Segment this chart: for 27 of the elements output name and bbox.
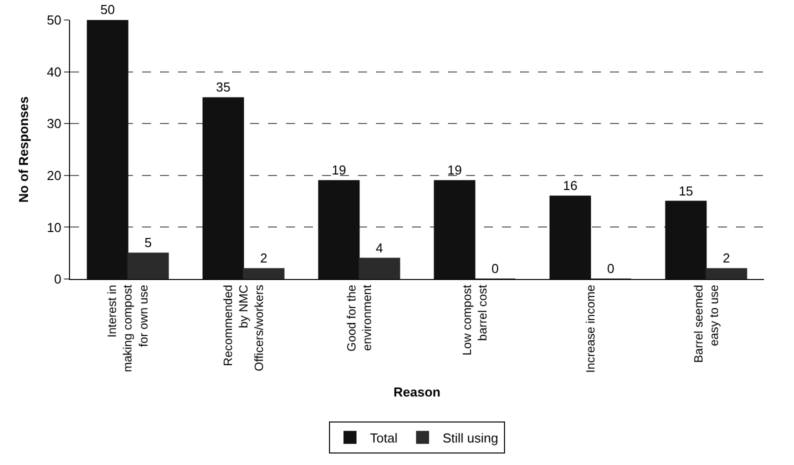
y-tick-label: 40 xyxy=(46,64,62,80)
data-label: 35 xyxy=(216,80,230,95)
legend-label: Still using xyxy=(442,430,498,446)
legend-label: Total xyxy=(370,430,398,446)
data-label: 0 xyxy=(491,261,499,276)
data-label: 19 xyxy=(447,162,462,178)
data-label: 4 xyxy=(376,240,384,256)
x-axis-title: Reason xyxy=(394,384,441,400)
data-label: 15 xyxy=(678,183,694,198)
y-tick-label: 0 xyxy=(54,272,62,287)
data-label: 50 xyxy=(100,2,115,17)
data-label: 2 xyxy=(260,250,268,266)
data-label: 2 xyxy=(722,250,730,266)
data-label: 19 xyxy=(332,162,346,178)
y-tick-label: 30 xyxy=(46,116,62,132)
x-tick-label: Barrel seemed easy to use xyxy=(691,284,721,363)
x-tick-label: Good for the environment xyxy=(344,284,374,352)
y-tick-label: 50 xyxy=(46,12,62,28)
x-tick-label: Interest in making compost for own use xyxy=(105,284,150,372)
x-tick-label: Increase income xyxy=(583,284,598,373)
y-tick-label: 20 xyxy=(46,168,62,183)
y-axis-title: No of Responses xyxy=(16,96,31,203)
data-label: 0 xyxy=(607,261,614,276)
data-label: 5 xyxy=(144,235,152,250)
y-tick-label: 10 xyxy=(46,220,62,235)
data-label: 16 xyxy=(563,178,578,194)
x-tick-label: Low compost barrel cost xyxy=(460,284,490,356)
